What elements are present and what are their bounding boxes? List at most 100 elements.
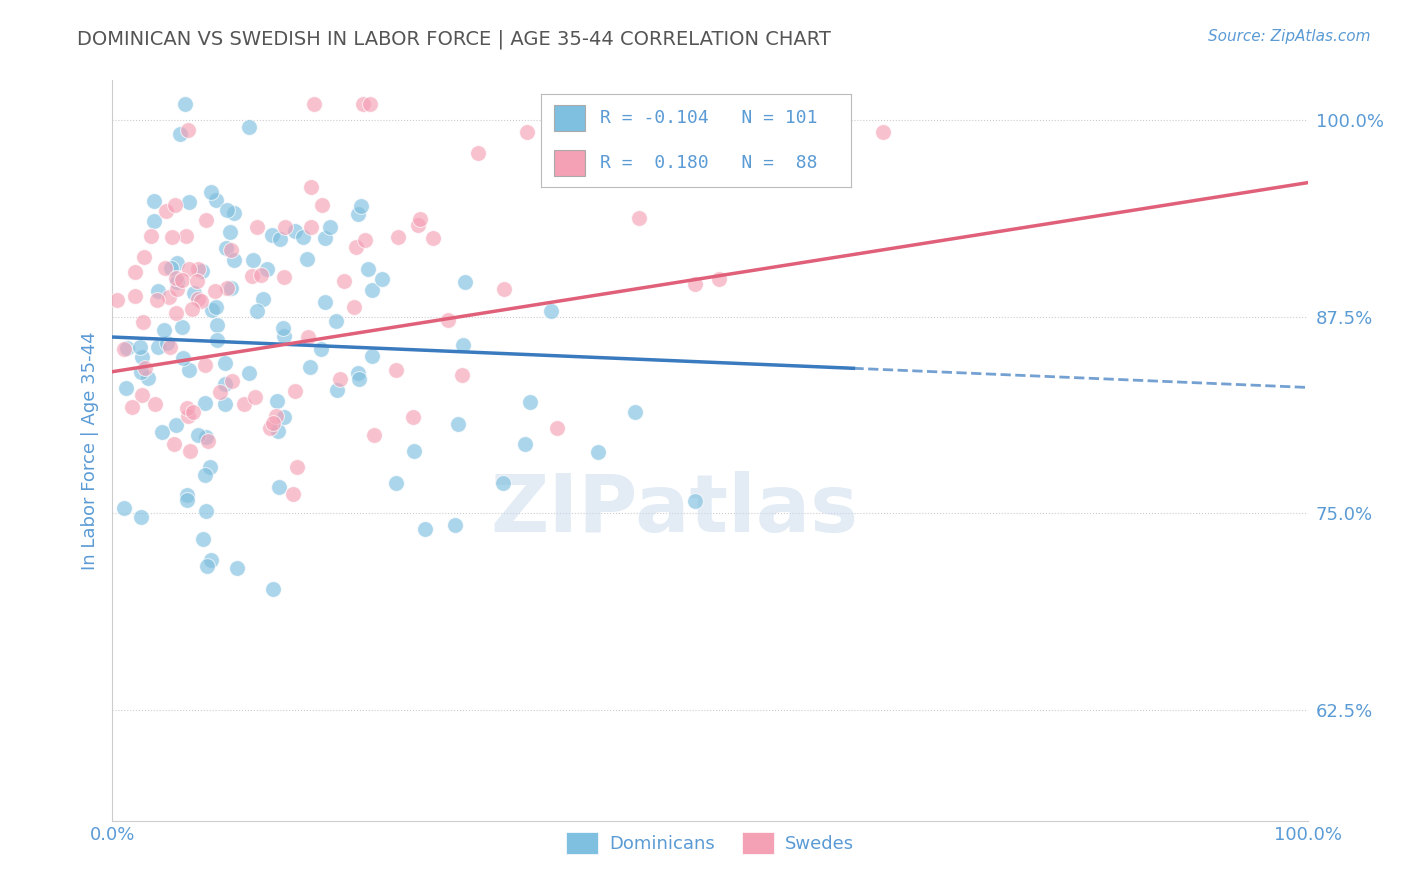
Point — [131, 351, 153, 365]
Point — [225, 560, 247, 574]
Point — [214, 241, 236, 255]
Point — [200, 552, 222, 566]
Text: DOMINICAN VS SWEDISH IN LABOR FORCE | AGE 35-44 CORRELATION CHART: DOMINICAN VS SWEDISH IN LABOR FORCE | AG… — [77, 29, 831, 49]
Point — [628, 211, 651, 226]
Point — [209, 385, 232, 400]
Point — [141, 229, 163, 244]
Point — [447, 417, 470, 431]
Point — [183, 286, 205, 301]
Point — [359, 96, 381, 111]
Point — [259, 421, 281, 435]
Point — [221, 243, 243, 257]
Point — [194, 212, 217, 227]
Point — [311, 198, 333, 212]
Point — [872, 124, 894, 138]
Point — [238, 366, 260, 380]
Point — [273, 409, 295, 424]
Point — [353, 233, 375, 247]
Point — [363, 428, 385, 442]
Point — [297, 329, 319, 343]
Point — [165, 198, 187, 212]
Point — [314, 295, 336, 310]
Point — [215, 202, 238, 217]
Point — [201, 302, 224, 317]
Point — [159, 340, 181, 354]
Point — [195, 430, 218, 444]
Point — [165, 306, 187, 320]
Point — [240, 268, 263, 283]
Point — [444, 518, 467, 533]
Point — [262, 417, 284, 431]
Point — [176, 229, 198, 244]
Point — [187, 262, 209, 277]
Point — [200, 185, 222, 199]
Point — [146, 340, 169, 354]
Point — [371, 272, 394, 286]
Point — [246, 219, 269, 234]
Point — [347, 207, 370, 221]
Point — [221, 375, 243, 389]
Point — [153, 261, 176, 276]
Point — [205, 300, 228, 314]
Point — [124, 265, 146, 279]
Point — [165, 270, 187, 285]
Point — [187, 428, 209, 442]
Point — [214, 376, 236, 391]
Point — [186, 274, 208, 288]
Point — [114, 342, 136, 356]
Point — [274, 220, 297, 235]
Point — [299, 220, 322, 235]
Point — [260, 228, 283, 243]
Legend: Dominicans, Swedes: Dominicans, Swedes — [557, 823, 863, 863]
Point — [266, 393, 288, 408]
Point — [177, 262, 200, 277]
Text: R =  0.180   N =  88: R = 0.180 N = 88 — [600, 153, 817, 171]
Point — [624, 405, 647, 419]
Point — [546, 421, 568, 435]
Point — [207, 333, 229, 347]
Point — [129, 340, 152, 354]
Point — [177, 362, 200, 376]
Point — [156, 335, 179, 350]
Point — [155, 204, 177, 219]
Point — [194, 467, 217, 482]
Point — [402, 443, 425, 458]
Point — [707, 272, 730, 286]
Point — [409, 212, 432, 227]
Point — [204, 285, 226, 299]
Point — [166, 282, 188, 296]
Point — [683, 494, 706, 508]
Point — [176, 488, 198, 502]
Text: ZIPatlas: ZIPatlas — [491, 471, 858, 549]
Point — [163, 436, 186, 450]
Point — [176, 493, 198, 508]
Point — [194, 358, 217, 372]
Point — [242, 253, 264, 268]
Point — [346, 366, 368, 380]
Point — [299, 180, 322, 194]
Point — [172, 273, 194, 287]
Point — [238, 120, 260, 134]
Point — [349, 372, 371, 386]
Point — [132, 315, 155, 329]
Point — [160, 230, 183, 244]
FancyBboxPatch shape — [554, 150, 585, 176]
Point — [187, 293, 209, 307]
Point — [271, 321, 294, 335]
Point — [267, 424, 290, 438]
Point — [160, 260, 183, 275]
Point — [112, 501, 135, 516]
Point — [315, 231, 337, 245]
Point — [222, 252, 245, 267]
Point — [454, 275, 477, 289]
Point — [165, 417, 187, 432]
Text: R = -0.104   N = 101: R = -0.104 N = 101 — [600, 109, 817, 127]
Point — [129, 510, 152, 524]
Point — [513, 436, 536, 450]
Point — [219, 281, 242, 295]
Point — [451, 368, 474, 383]
Point — [360, 283, 382, 297]
Point — [107, 293, 129, 307]
Point — [191, 532, 214, 546]
Point — [174, 96, 197, 111]
